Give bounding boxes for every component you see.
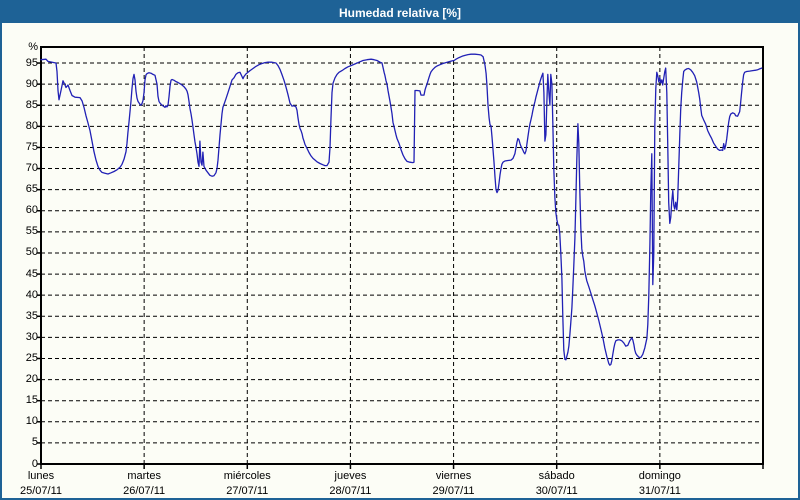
- y-tick-label: 80: [25, 119, 38, 132]
- x-day-label: lunes: [27, 470, 55, 482]
- y-tick-label: 40: [25, 288, 38, 301]
- x-date-label: 31/07/11: [638, 485, 681, 497]
- x-day-label: sábado: [538, 470, 575, 482]
- y-tick-label: 95: [25, 56, 38, 69]
- y-tick-label: 20: [25, 373, 38, 386]
- y-tick-label: 50: [25, 246, 38, 259]
- x-day-label: viernes: [435, 470, 472, 482]
- y-tick-label: 0: [31, 457, 38, 470]
- x-day-label: domingo: [638, 470, 681, 482]
- page-title: Humedad relativa [%]: [338, 5, 462, 20]
- title-bar: Humedad relativa [%]: [2, 2, 798, 23]
- x-date-label: 26/07/11: [123, 485, 166, 497]
- x-date-label: 25/07/11: [19, 485, 62, 497]
- y-tick-label: 75: [25, 140, 38, 153]
- x-day-label: martes: [127, 470, 161, 482]
- y-tick-label: 85: [25, 98, 38, 111]
- y-tick-label: 65: [25, 183, 38, 196]
- y-tick-label: 30: [25, 330, 38, 343]
- x-day-label: miércoles: [223, 470, 271, 482]
- y-tick-label: 5: [31, 436, 38, 449]
- x-day-label: jueves: [334, 470, 367, 482]
- y-tick-label: 35: [25, 309, 38, 322]
- y-tick-label: 60: [25, 204, 38, 217]
- x-date-label: 29/07/11: [432, 485, 475, 497]
- y-axis-unit-label: %: [28, 41, 38, 53]
- y-tick-label: 90: [25, 77, 38, 90]
- y-tick-label: 15: [25, 394, 38, 407]
- x-date-label: 27/07/11: [226, 485, 269, 497]
- y-tick-label: 10: [25, 415, 38, 428]
- y-tick-label: 25: [25, 351, 38, 364]
- plot-border: [40, 46, 764, 465]
- y-tick-label: 55: [25, 225, 38, 238]
- y-tick-label: 45: [25, 267, 38, 280]
- y-tick-label: 70: [25, 162, 38, 175]
- humidity-line: [40, 53, 763, 366]
- x-date-label: 28/07/11: [329, 485, 372, 497]
- x-date-label: 30/07/11: [535, 485, 578, 497]
